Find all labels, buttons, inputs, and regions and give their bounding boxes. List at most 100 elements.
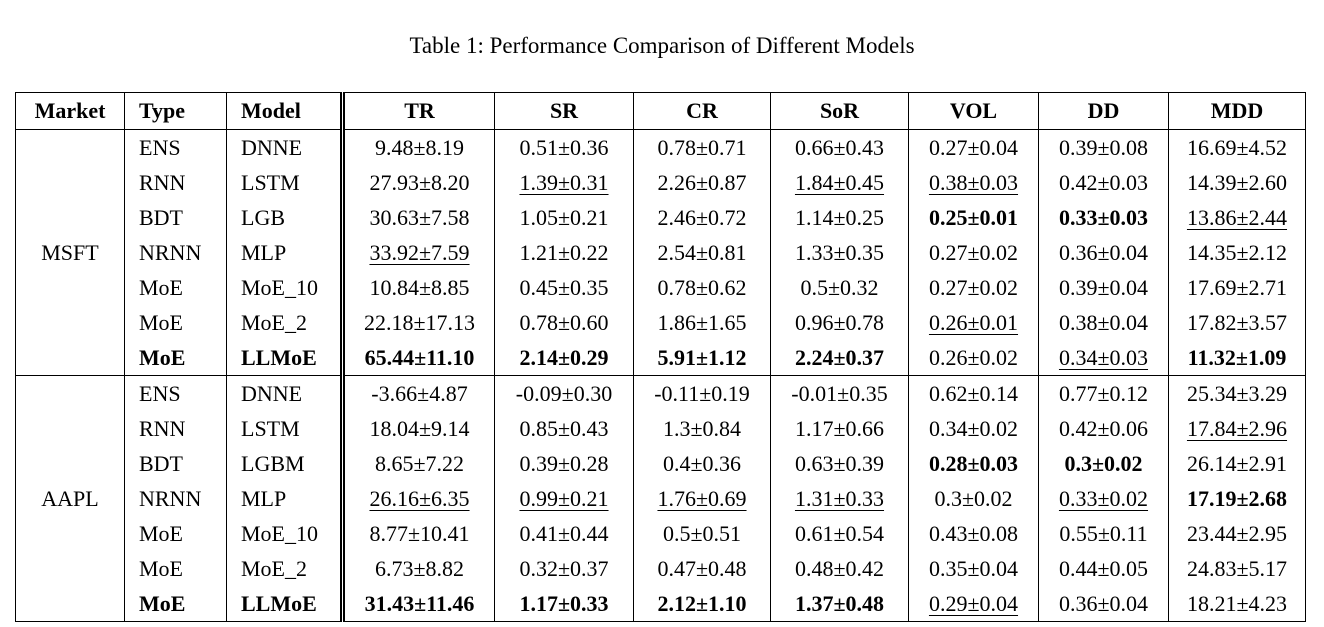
type-text: RNN <box>139 169 186 195</box>
table-cell: 0.78±0.60 <box>494 305 634 340</box>
metric-value: 17.69±2.71 <box>1186 274 1288 300</box>
table-cell: 0.39±0.28 <box>494 446 634 481</box>
table-cell: 0.42±0.06 <box>1038 411 1169 446</box>
table-cell: 2.24±0.37 <box>770 340 909 376</box>
table-row: NRNN MLP 33.92±7.59 1.21±0.22 2.54±0.81 1.33±… <box>16 235 1306 270</box>
metric-value: 0.26±0.01 <box>928 309 1019 335</box>
metric-value: 0.77±0.12 <box>1058 380 1149 406</box>
table-cell: 0.25±0.01 <box>908 200 1039 235</box>
metric-value: 30.63±7.58 <box>369 204 470 230</box>
table-cell: -0.09±0.30 <box>494 375 634 411</box>
table-cell: 18.04±9.14 <box>342 411 495 446</box>
market-cell: AAPL <box>15 375 125 622</box>
metric-value: 6.73±8.82 <box>374 555 465 581</box>
table-cell: 13.86±2.44 <box>1168 200 1306 235</box>
table-cell: 14.35±2.12 <box>1168 235 1306 270</box>
table-cell: -0.11±0.19 <box>633 375 771 411</box>
metric-value: 2.26±0.87 <box>657 169 747 195</box>
metric-value: 1.17±0.33 <box>519 590 609 616</box>
model-text: MLP <box>241 239 287 265</box>
table-row: BDT LGBM 8.65±7.22 0.39±0.28 0.4±0.36 0.63±0.… <box>16 446 1306 481</box>
table-cell: 8.77±10.41 <box>342 516 495 551</box>
table-title: Table 1: Performance Comparison of Diffe… <box>409 33 915 58</box>
metric-value: 2.46±0.72 <box>657 204 747 230</box>
table-row: MoE LLMoE 31.43±11.46 1.17±0.33 2.12±1.10 1.3… <box>16 586 1306 622</box>
table-cell: 22.18±17.13 <box>342 305 495 340</box>
table-cell: MoE <box>124 516 227 551</box>
table-cell: 0.33±0.03 <box>1038 200 1169 235</box>
table-cell: 0.77±0.12 <box>1038 375 1169 411</box>
header-cell: SoR <box>770 92 909 130</box>
metric-value: 14.39±2.60 <box>1186 169 1288 195</box>
metric-value: 0.85±0.43 <box>519 415 609 441</box>
table-cell: 33.92±7.59 <box>342 235 495 270</box>
header-cell: Market <box>15 92 125 130</box>
metric-value: 1.37±0.48 <box>794 590 885 616</box>
metric-value: -0.09±0.30 <box>515 380 613 406</box>
table-cell: -0.01±0.35 <box>770 375 909 411</box>
metric-value: 0.45±0.35 <box>519 274 609 300</box>
type-text: MoE <box>139 590 186 616</box>
table-cell: 0.47±0.48 <box>633 551 771 586</box>
metric-value: -3.66±4.87 <box>371 380 468 406</box>
table-cell: MoE <box>124 305 227 340</box>
table-cell: 0.39±0.08 <box>1038 129 1169 165</box>
header-cell: Type <box>124 92 227 130</box>
table-cell: LGBM <box>226 446 345 481</box>
table-row: RNN LSTM 18.04±9.14 0.85±0.43 1.3±0.84 1.17±0… <box>16 411 1306 446</box>
table-cell: MLP <box>226 481 345 516</box>
metric-value: 0.99±0.21 <box>519 485 609 511</box>
model-text: LLMoE <box>241 344 317 370</box>
header-row: Market Type Model TR SR CR SoR VOL DD MDD <box>15 92 1306 130</box>
table-cell: 2.14±0.29 <box>494 340 634 376</box>
metric-value: 1.14±0.25 <box>794 204 885 230</box>
metric-value: 0.36±0.04 <box>1058 590 1149 616</box>
metric-value: 0.25±0.01 <box>928 204 1019 230</box>
table-cell: 0.96±0.78 <box>770 305 909 340</box>
table-cell: 1.31±0.33 <box>770 481 909 516</box>
table-cell: 0.29±0.04 <box>908 586 1039 622</box>
table-cell: 1.05±0.21 <box>494 200 634 235</box>
metric-value: 33.92±7.59 <box>369 239 470 265</box>
market-cell: MSFT <box>15 129 125 376</box>
table-cell: ENS <box>124 129 227 165</box>
metric-value: 0.29±0.04 <box>928 590 1019 616</box>
table-cell: 1.86±1.65 <box>633 305 771 340</box>
table-cell: -3.66±4.87 <box>342 375 495 411</box>
table-cell: NRNN <box>124 235 227 270</box>
table-cell: 17.82±3.57 <box>1168 305 1306 340</box>
metric-value: 0.41±0.44 <box>519 520 609 546</box>
table-cell: 0.51±0.36 <box>494 129 634 165</box>
type-text: ENS <box>139 134 181 160</box>
table-cell: 0.78±0.71 <box>633 129 771 165</box>
metric-value: 2.14±0.29 <box>519 344 609 370</box>
metric-value: 0.42±0.03 <box>1058 169 1149 195</box>
metric-value: 10.84±8.85 <box>369 274 470 300</box>
metric-value: 1.3±0.84 <box>662 415 742 441</box>
metric-value: 0.43±0.08 <box>928 520 1019 546</box>
metric-value: 17.82±3.57 <box>1186 309 1288 335</box>
table-cell: MoE_10 <box>226 516 345 551</box>
metric-value: 1.39±0.31 <box>519 169 609 195</box>
table-cell: MoE_10 <box>226 270 345 305</box>
table-cell: ENS <box>124 375 227 411</box>
type-text: MoE <box>139 309 183 335</box>
table-cell: NRNN <box>124 481 227 516</box>
table-cell: 0.45±0.35 <box>494 270 634 305</box>
header-cell: DD <box>1038 92 1169 130</box>
metric-value: 0.3±0.02 <box>934 485 1013 511</box>
table-row: MoE MoE_2 6.73±8.82 0.32±0.37 0.47±0.48 0.48±… <box>16 551 1306 586</box>
table-cell: 1.14±0.25 <box>770 200 909 235</box>
table-cell: 27.93±8.20 <box>342 165 495 200</box>
model-text: LSTM <box>241 169 300 195</box>
table-cell: 17.84±2.96 <box>1168 411 1306 446</box>
metric-value: 17.19±2.68 <box>1186 485 1288 511</box>
model-text: DNNE <box>241 134 303 160</box>
table-cell: LLMoE <box>226 340 345 376</box>
metric-value: 0.34±0.03 <box>1058 344 1149 370</box>
metric-value: 31.43±11.46 <box>364 590 475 616</box>
model-text: LLMoE <box>241 590 317 616</box>
table-row: MoE MoE_10 10.84±8.85 0.45±0.35 0.78±0.62 0.5… <box>16 270 1306 305</box>
metric-value: 0.27±0.02 <box>928 239 1019 265</box>
